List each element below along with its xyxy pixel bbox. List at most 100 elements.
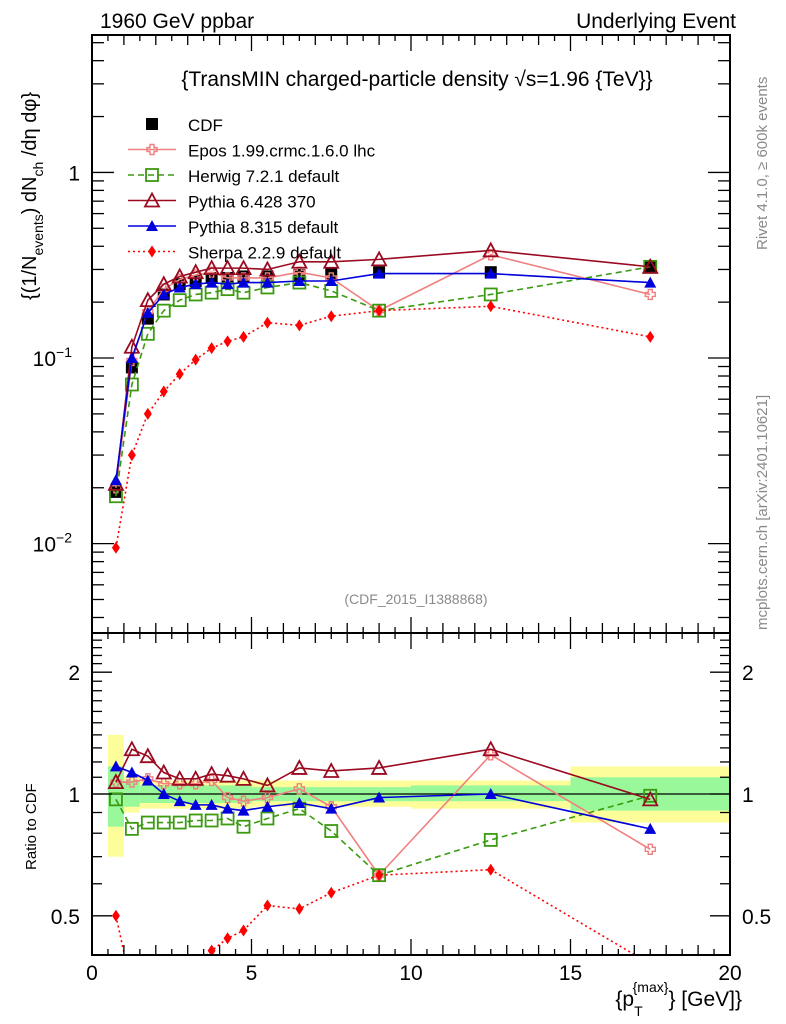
marker-open-triangle (641, 257, 659, 274)
marker-open-triangle (482, 241, 500, 258)
marker-open-square (204, 813, 219, 828)
marker-triangle (221, 802, 234, 814)
xlabel: {pT {max}} [GeV]} (615, 979, 742, 1019)
marker-open-square (109, 792, 123, 807)
marker-triangle (261, 276, 274, 288)
marker-diamond (295, 902, 304, 915)
marker-open-cross (237, 795, 250, 807)
marker-triangle (146, 220, 158, 231)
marker-diamond (646, 958, 654, 970)
marker-open-triangle (123, 740, 141, 757)
ratio-line (115, 868, 637, 955)
marker-open-triangle (322, 762, 340, 778)
series-sherpa (111, 300, 655, 554)
rivet-label: Rivet 4.1.0, ≥ 600k events (754, 77, 771, 250)
marker-diamond (111, 541, 120, 554)
marker-triangle (293, 275, 306, 287)
ratio-y-tick-label-right: 0.5 (742, 906, 771, 929)
ratio-series-group (92, 740, 730, 970)
marker-open-triangle (203, 259, 221, 276)
marker-diamond (646, 330, 655, 343)
ylabel-part-c: /dη dφ} (19, 92, 41, 162)
marker-diamond (263, 899, 272, 912)
marker-diamond (239, 924, 248, 937)
marker-open-triangle (155, 763, 173, 780)
marker-triangle (109, 474, 122, 486)
marker-diamond (207, 944, 216, 955)
marker-triangle (157, 288, 170, 300)
marker-triangle (325, 802, 338, 814)
x-tick-label: 10 (399, 962, 422, 985)
ylabel-sub-events: events (30, 214, 46, 255)
legend-label: Herwig 7.2.1 default (188, 167, 339, 186)
marker-open-square (156, 815, 171, 830)
marker-open-square (124, 377, 139, 392)
marker-open-triangle (322, 252, 340, 269)
ratio-y-tick-label-left: 1 (68, 784, 80, 807)
marker-triangle (644, 822, 657, 834)
header-right: Underlying Event (576, 10, 736, 33)
marker-diamond (127, 449, 136, 462)
marker-open-triangle (139, 291, 157, 308)
marker-diamond (486, 300, 495, 313)
marker-diamond (263, 316, 272, 329)
marker-open-square (324, 824, 339, 838)
marker-triangle (293, 797, 306, 809)
ratio-y-tick-label-left: 2 (68, 662, 80, 685)
marker-open-triangle (143, 191, 161, 208)
marker-triangle (261, 800, 274, 812)
series-line (115, 253, 651, 488)
ratio-series-sherpa (111, 863, 654, 970)
marker-open-square (236, 819, 251, 834)
marker-diamond (192, 958, 200, 970)
marker-triangle (125, 352, 138, 364)
marker-diamond (223, 335, 232, 348)
marker-triangle (325, 275, 338, 287)
y-tick-label: 10−2 (33, 530, 73, 557)
series-herwig (109, 259, 658, 504)
marker-diamond (375, 869, 384, 882)
marker-open-square (188, 813, 203, 828)
marker-triangle (157, 788, 170, 799)
marker-open-triangle (290, 759, 308, 775)
marker-open-cross (146, 143, 158, 156)
legend-entry: Pythia 8.315 default (128, 218, 339, 237)
marker-open-square (324, 283, 339, 298)
marker-open-triangle (219, 259, 237, 276)
marker-diamond (207, 342, 216, 355)
marker-triangle (173, 795, 186, 807)
legend-entry: Epos 1.99.crmc.1.6.0 lhc (128, 142, 376, 161)
y-tick-label: 10−1 (33, 344, 73, 371)
ratio-line (115, 794, 651, 877)
ylabel-part-b: ) dN (19, 176, 41, 214)
marker-triangle (373, 791, 386, 803)
xlabel-sub: T (634, 1003, 643, 1019)
legend: CDF Epos 1.99.crmc.1.6.0 lhc Herwig 7.2.1 … (128, 116, 376, 263)
marker-triangle (109, 760, 122, 772)
marker-triangle (189, 278, 202, 290)
marker-open-triangle (482, 740, 500, 757)
marker-open-triangle (139, 747, 157, 764)
marker-open-square (172, 293, 187, 308)
ylabel-sub-ch: ch (30, 162, 46, 177)
marker-triangle (141, 774, 154, 786)
marker-open-triangle (641, 790, 659, 807)
marker-triangle (237, 804, 250, 816)
main-series-group (107, 241, 659, 554)
marker-open-cross (126, 776, 138, 788)
legend-label: Pythia 6.428 370 (188, 193, 316, 212)
ratio-y-tick-label-right: 2 (742, 662, 754, 685)
marker-diamond (327, 886, 336, 899)
marker-open-square (643, 788, 658, 803)
marker-diamond (223, 932, 232, 945)
series-pythia (109, 267, 657, 486)
x-tick-label: 5 (246, 962, 258, 985)
marker-open-triangle (171, 769, 189, 786)
marker-open-triangle (258, 776, 276, 793)
marker-open-cross (293, 783, 306, 795)
marker-open-triangle (370, 250, 388, 267)
legend-entry: Herwig 7.2.1 default (128, 167, 339, 186)
marker-triangle (173, 281, 186, 293)
marker-diamond (143, 407, 152, 420)
